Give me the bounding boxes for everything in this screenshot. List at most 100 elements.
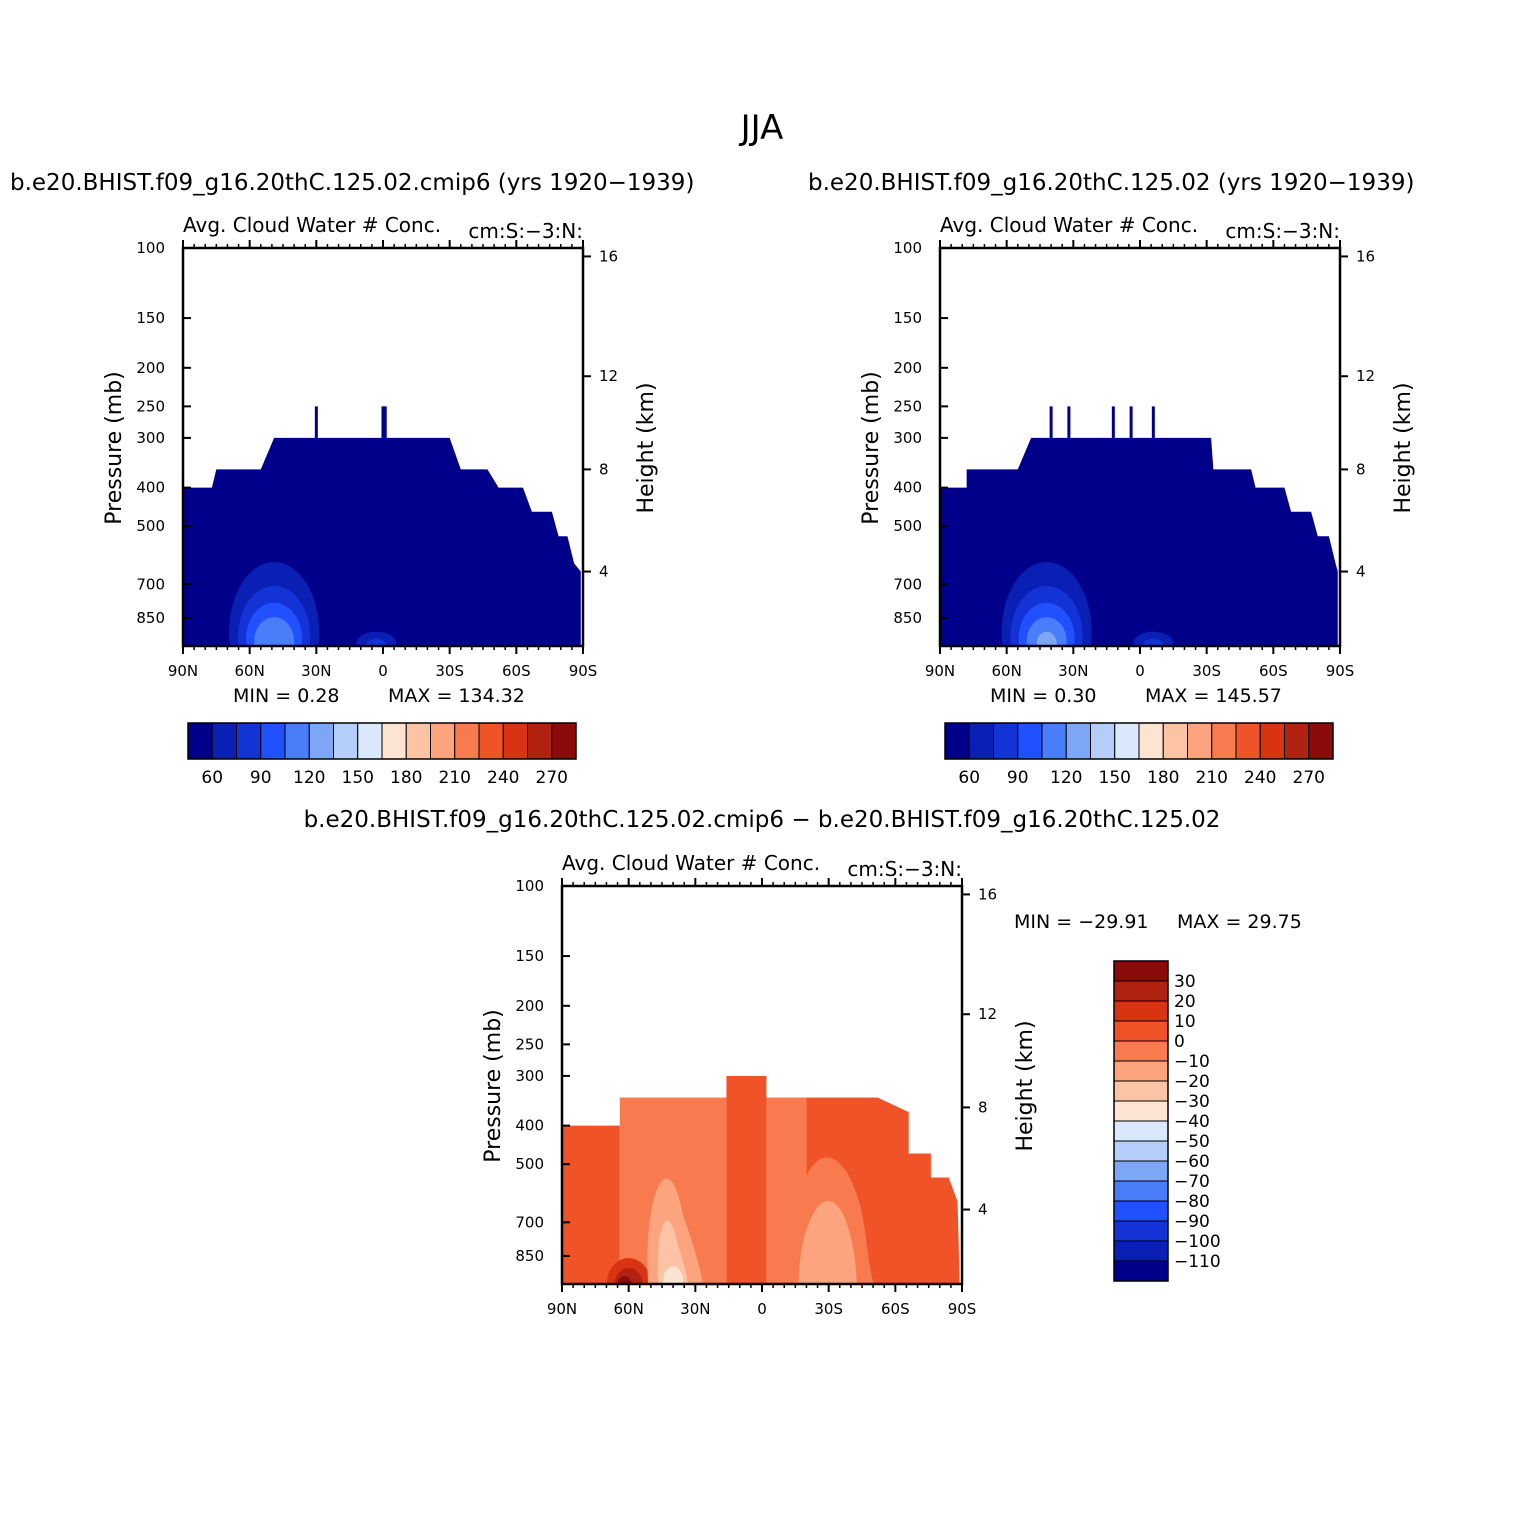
lat-tick-label: 60N bbox=[992, 662, 1022, 680]
colorbar-label: −30 bbox=[1174, 1092, 1210, 1112]
colorbar-swatch bbox=[1090, 722, 1116, 760]
lat-tick-label: 30S bbox=[435, 662, 464, 680]
colorbar-swatch bbox=[430, 722, 456, 760]
data-spike bbox=[1067, 406, 1071, 438]
ylabel-height: Height (km) bbox=[1391, 382, 1416, 513]
colorbar-swatch bbox=[1113, 1080, 1169, 1102]
max-value: MAX = 134.32 bbox=[388, 685, 525, 707]
colorbar-label: 240 bbox=[487, 768, 519, 788]
lat-tick-label: 30S bbox=[1192, 662, 1221, 680]
colorbar-label: −20 bbox=[1174, 1072, 1210, 1092]
field-fill bbox=[940, 437, 1338, 646]
data-spike bbox=[1111, 406, 1115, 438]
min-value: MIN = 0.28 bbox=[233, 685, 340, 707]
panel-b: 100 150 200 250 300 400 500 700 850 16 12 8 4 90N 60N 3… bbox=[847, 205, 1447, 788]
panel-a-title: b.e20.BHIST.f09_g16.20thC.125.02.cmip6 (… bbox=[10, 170, 695, 196]
lat-tick-label: 30S bbox=[814, 1300, 843, 1318]
colorbar-swatch bbox=[333, 722, 359, 760]
colorbar-label: −10 bbox=[1174, 1052, 1210, 1072]
colorbar-swatch bbox=[502, 722, 528, 760]
lat-tick-label: 60S bbox=[881, 1300, 910, 1318]
lat-tick-label: 0 bbox=[1135, 662, 1145, 680]
pressure-tick-label: 500 bbox=[893, 517, 922, 535]
pressure-tick-label: 400 bbox=[136, 479, 165, 497]
colorbar-swatch bbox=[993, 722, 1019, 760]
lat-tick-label: 90S bbox=[1326, 662, 1355, 680]
lat-tick-label: 0 bbox=[757, 1300, 767, 1318]
pressure-tick-label: 200 bbox=[515, 997, 544, 1015]
colorbar-swatch bbox=[405, 722, 431, 760]
colorbar-label: 150 bbox=[342, 768, 374, 788]
contour-feature bbox=[614, 1268, 643, 1284]
colorbar-label: −50 bbox=[1174, 1132, 1210, 1152]
colorbar-label: 20 bbox=[1174, 992, 1196, 1012]
colorbar-swatch bbox=[211, 722, 237, 760]
colorbar-swatch bbox=[260, 722, 286, 760]
lat-tick-label: 60N bbox=[614, 1300, 644, 1318]
colorbar-swatch bbox=[1041, 722, 1067, 760]
colorbar-label: 90 bbox=[1007, 768, 1029, 788]
chart-svg: 100 150 200 250 300 400 500 700 850 16 12 8 4 90N 60N 3… bbox=[859, 213, 1416, 788]
colorbar-label: −80 bbox=[1174, 1192, 1210, 1212]
colorbar-swatch bbox=[527, 722, 553, 760]
colorbar-label: −110 bbox=[1174, 1252, 1221, 1272]
max-value: MAX = 29.75 bbox=[1177, 911, 1302, 933]
colorbar-swatch bbox=[1113, 980, 1169, 1002]
lat-tick-label: 30N bbox=[301, 662, 331, 680]
pressure-tick-label: 250 bbox=[136, 397, 165, 415]
colorbar-swatch bbox=[1259, 722, 1285, 760]
colorbar-label: 60 bbox=[201, 768, 223, 788]
panel-subtitle-left: Avg. Cloud Water # Conc. bbox=[562, 851, 820, 875]
panel-subtitle-left: Avg. Cloud Water # Conc. bbox=[940, 213, 1198, 237]
lat-tick-label: 90S bbox=[948, 1300, 977, 1318]
colorbar-swatch bbox=[944, 722, 970, 760]
colorbar-label: −70 bbox=[1174, 1172, 1210, 1192]
colorbar-label: 0 bbox=[1174, 1032, 1185, 1052]
colorbar-swatch bbox=[968, 722, 994, 760]
colorbar-swatch bbox=[1235, 722, 1261, 760]
colorbar-label: 270 bbox=[536, 768, 568, 788]
panel-b-title: b.e20.BHIST.f09_g16.20thC.125.02 (yrs 19… bbox=[808, 170, 1415, 196]
pressure-tick-label: 850 bbox=[515, 1247, 544, 1265]
height-tick-label: 8 bbox=[599, 460, 609, 478]
lat-tick-label: 30N bbox=[1058, 662, 1088, 680]
data-spike bbox=[314, 406, 318, 438]
colorbar-swatch bbox=[478, 722, 504, 760]
colorbar-label: −40 bbox=[1174, 1112, 1210, 1132]
colorbar-swatch bbox=[1113, 960, 1169, 982]
colorbar-swatch bbox=[1113, 1260, 1169, 1282]
contour-field bbox=[562, 1075, 960, 1284]
colorbar-label: 210 bbox=[439, 768, 471, 788]
data-spike bbox=[1151, 406, 1155, 438]
data-spike bbox=[1049, 406, 1053, 438]
contour-feature bbox=[1036, 631, 1057, 646]
height-tick-label: 12 bbox=[978, 1005, 997, 1023]
height-tick-label: 4 bbox=[978, 1201, 988, 1219]
lat-tick-label: 60N bbox=[235, 662, 265, 680]
pressure-tick-label: 250 bbox=[515, 1035, 544, 1053]
colorbar-swatch bbox=[1114, 722, 1140, 760]
pressure-tick-label: 150 bbox=[893, 309, 922, 327]
colorbar-frame bbox=[1113, 960, 1169, 1282]
colorbar-label: 210 bbox=[1196, 768, 1228, 788]
colorbar-swatch bbox=[236, 722, 262, 760]
min-value: MIN = −29.91 bbox=[1014, 911, 1149, 933]
height-tick-label: 4 bbox=[599, 563, 609, 581]
colorbar-swatch bbox=[308, 722, 334, 760]
pressure-tick-label: 300 bbox=[893, 429, 922, 447]
colorbar-swatch bbox=[1113, 1100, 1169, 1122]
colorbar-label: 60 bbox=[958, 768, 980, 788]
colorbar-swatch bbox=[1187, 722, 1213, 760]
colorbar-swatch bbox=[1113, 1200, 1169, 1222]
diff-region bbox=[562, 1125, 620, 1284]
lat-tick-label: 60S bbox=[1259, 662, 1288, 680]
panel-c: 100 150 200 250 300 400 500 700 850 16 12 8 4 90N 60N 3… bbox=[468, 843, 1302, 1323]
max-value: MAX = 145.57 bbox=[1145, 685, 1282, 707]
pressure-tick-label: 200 bbox=[893, 359, 922, 377]
lat-tick-label: 90S bbox=[569, 662, 598, 680]
colorbar-swatch bbox=[1113, 1160, 1169, 1182]
contour-feature bbox=[663, 1266, 684, 1284]
data-spike bbox=[1129, 406, 1133, 438]
colorbar-swatch bbox=[551, 722, 577, 760]
pressure-tick-label: 200 bbox=[136, 359, 165, 377]
